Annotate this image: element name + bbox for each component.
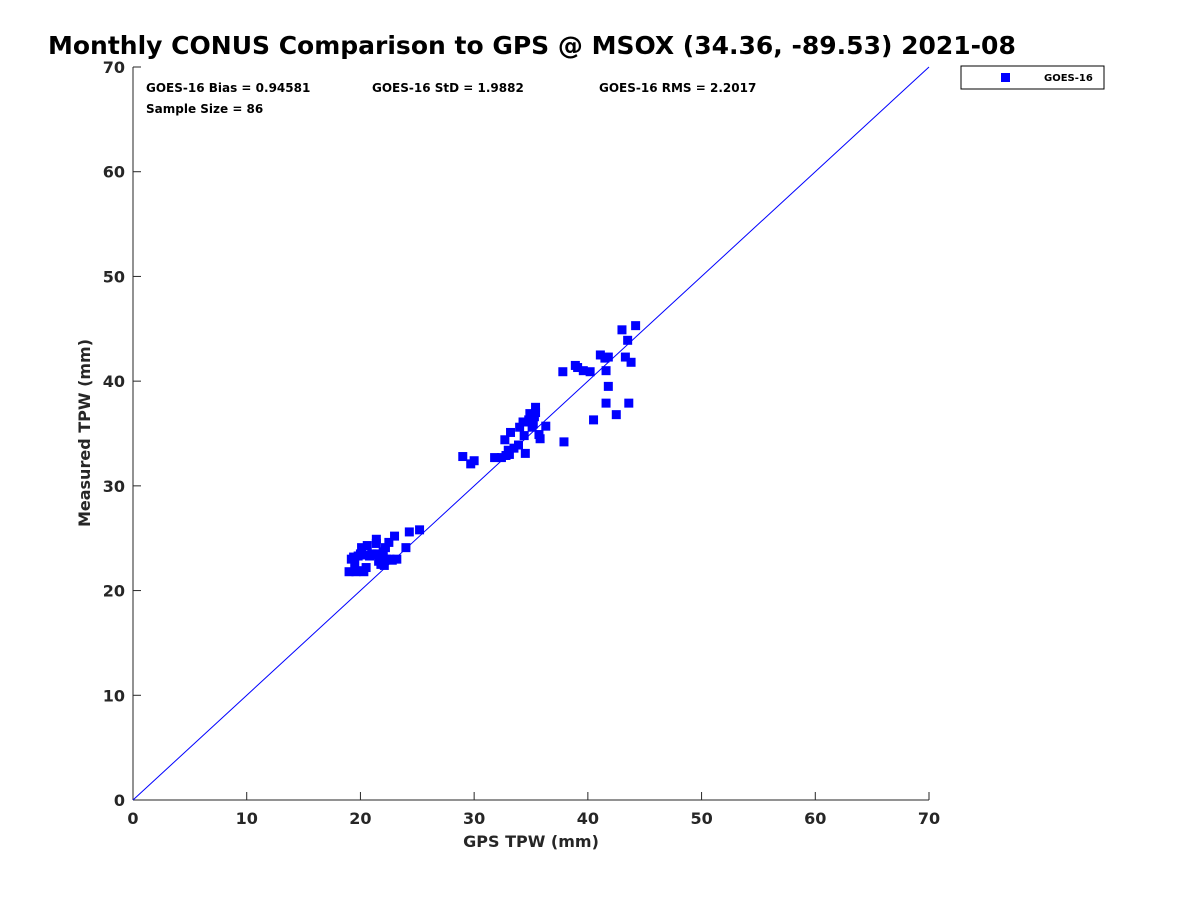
data-point [392, 554, 402, 564]
y-tick-label: 20 [103, 582, 125, 601]
data-point [573, 363, 583, 373]
data-point [355, 549, 365, 559]
data-point [490, 453, 500, 463]
data-point [623, 335, 633, 345]
data-point [506, 427, 516, 437]
data-point [611, 410, 621, 420]
data-point [525, 409, 535, 419]
data-point [515, 422, 525, 432]
data-point [535, 434, 545, 444]
data-point [603, 381, 613, 391]
x-tick-label: 20 [349, 809, 371, 828]
data-point [631, 321, 641, 331]
data-point [384, 537, 394, 547]
data-point [404, 527, 414, 537]
data-point [601, 366, 611, 376]
data-point [620, 352, 630, 362]
data-point [469, 456, 479, 466]
data-point [371, 538, 381, 548]
y-tick-label: 40 [103, 372, 125, 391]
data-point [344, 567, 354, 577]
data-point [509, 443, 519, 453]
data-point [361, 563, 371, 573]
data-point [531, 402, 541, 412]
data-point [390, 531, 400, 541]
data-point [518, 417, 528, 427]
data-point [626, 357, 636, 367]
data-point [415, 525, 425, 535]
data-point [617, 325, 627, 335]
y-tick-label: 30 [103, 477, 125, 496]
x-tick-label: 60 [804, 809, 826, 828]
data-point [458, 452, 468, 462]
stat-std: GOES-16 StD = 1.9882 [372, 81, 524, 95]
data-point [519, 431, 529, 441]
x-tick-label: 40 [577, 809, 599, 828]
data-point [585, 367, 595, 377]
one-to-one-line [132, 66, 930, 801]
x-tick-label: 50 [690, 809, 712, 828]
chart-title: Monthly CONUS Comparison to GPS @ MSOX (… [48, 31, 1016, 60]
y-tick-label: 10 [103, 686, 125, 705]
data-point [578, 366, 588, 376]
data-point [595, 350, 605, 360]
data-point [558, 367, 568, 377]
x-tick-label: 30 [463, 809, 485, 828]
y-tick-label: 0 [114, 791, 125, 810]
data-point [520, 448, 530, 458]
y-tick-label: 60 [103, 163, 125, 182]
data-point [528, 419, 538, 429]
data-point [387, 555, 397, 565]
data-point [401, 543, 411, 553]
data-point [362, 541, 372, 551]
data-point [360, 550, 370, 560]
data-point [351, 567, 361, 577]
x-axis-label: GPS TPW (mm) [463, 832, 599, 851]
legend-marker-goes16 [1001, 73, 1010, 82]
stat-sample-size: Sample Size = 86 [146, 102, 263, 116]
y-tick-label: 70 [103, 58, 125, 77]
data-point [531, 408, 541, 418]
x-tick-label: 70 [918, 809, 940, 828]
x-tick-label: 0 [127, 809, 138, 828]
data-point [624, 398, 634, 408]
data-point [603, 352, 613, 362]
y-tick-label: 50 [103, 267, 125, 286]
x-tick-label: 10 [236, 809, 258, 828]
data-point [357, 543, 367, 553]
data-point [541, 421, 551, 431]
data-point [601, 398, 611, 408]
data-point [350, 558, 360, 568]
data-point [496, 453, 506, 463]
data-point [559, 437, 569, 447]
legend-label-goes16: GOES-16 [1044, 73, 1093, 84]
stat-rms: GOES-16 RMS = 2.2017 [599, 81, 756, 95]
data-point [349, 552, 359, 562]
y-axis-label: Measured TPW (mm) [75, 339, 94, 527]
data-point [589, 415, 599, 425]
data-point [380, 543, 390, 553]
plot-area: 0 10 20 30 40 50 60 70 0 10 20 30 40 50 60 70 [103, 58, 940, 828]
legend: GOES-16 [960, 65, 1105, 90]
data-point [372, 549, 382, 559]
data-point [500, 435, 510, 445]
stat-bias: GOES-16 Bias = 0.94581 [146, 81, 310, 95]
data-point [379, 560, 389, 570]
legend-box [960, 65, 1105, 90]
data-point [504, 449, 514, 459]
data-point [513, 440, 523, 450]
